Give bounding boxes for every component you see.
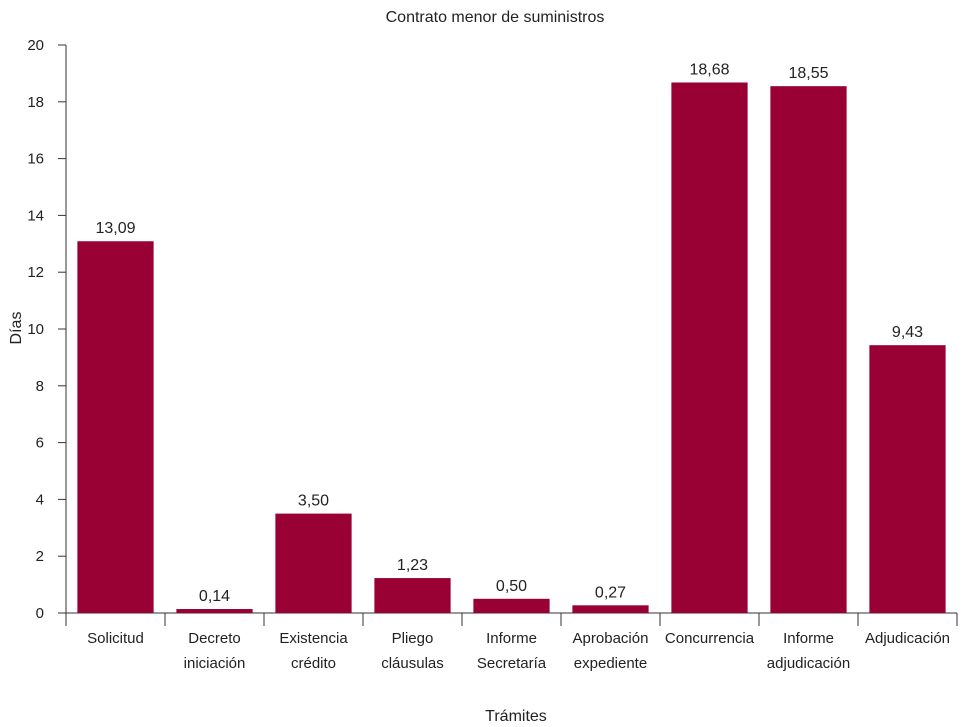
y-tick-label: 2 bbox=[36, 548, 44, 565]
bars bbox=[77, 82, 946, 614]
data-label: 18,68 bbox=[689, 61, 729, 78]
y-tick-label: 6 bbox=[36, 435, 44, 452]
x-tick-label-line: Existencia bbox=[279, 630, 348, 647]
y-tick-label: 16 bbox=[27, 151, 44, 168]
x-axis-title: Trámites bbox=[485, 708, 547, 725]
x-tick-label: Existencia crédito bbox=[279, 630, 348, 672]
x-tick-label-line: Informe bbox=[486, 630, 537, 647]
data-label: 18,55 bbox=[788, 65, 828, 82]
y-tick-label: 20 bbox=[27, 37, 44, 54]
y-tick-label: 12 bbox=[27, 264, 44, 281]
x-tick-label-line: iniciación bbox=[184, 655, 246, 672]
y-tick-label: 14 bbox=[27, 207, 44, 224]
y-axis: 0 2 4 6 8 10 12 14 16 18 20 bbox=[27, 37, 67, 622]
x-tick-label-line: crédito bbox=[291, 655, 336, 672]
y-tick-label: 0 bbox=[36, 605, 44, 622]
x-tick-label-line: Adjudicación bbox=[865, 630, 950, 647]
data-label: 0,27 bbox=[595, 584, 626, 601]
data-label: 0,14 bbox=[199, 588, 230, 605]
bar bbox=[176, 609, 253, 613]
x-tick-label-line: Solicitud bbox=[87, 630, 144, 647]
x-tick-label-line: Secretaría bbox=[477, 655, 547, 672]
x-tick-label-line: Decreto bbox=[188, 630, 241, 647]
data-labels: 13,09 0,14 3,50 1,23 0,50 0,27 18,68 18,55 9,43 bbox=[95, 61, 923, 605]
x-tick-label-line: Pliego bbox=[392, 630, 434, 647]
bar bbox=[77, 241, 154, 613]
x-tick-label-line: cláusulas bbox=[381, 655, 444, 672]
x-tick-label-line: Concurrencia bbox=[665, 630, 755, 647]
bar bbox=[770, 86, 847, 614]
x-tick-label: Decreto iniciación bbox=[184, 630, 246, 672]
x-tick-label: Adjudicación bbox=[865, 630, 950, 647]
x-tick-label: Pliego cláusulas bbox=[381, 630, 444, 672]
y-axis-title: Días bbox=[8, 312, 25, 345]
x-tick-label-line: Informe bbox=[783, 630, 834, 647]
y-tick-label: 4 bbox=[36, 491, 44, 508]
data-label: 13,09 bbox=[95, 220, 135, 237]
x-tick-label: Aprobación expediente bbox=[573, 630, 649, 672]
x-tick-label: Concurrencia bbox=[665, 630, 755, 647]
data-label: 3,50 bbox=[298, 493, 329, 510]
data-label: 9,43 bbox=[892, 324, 923, 341]
x-tick-label: Informe adjudicación bbox=[767, 630, 850, 672]
bar bbox=[869, 345, 946, 613]
x-tick-label-line: expediente bbox=[574, 655, 647, 672]
x-tick-label-line: Aprobación bbox=[573, 630, 649, 647]
y-tick-label: 18 bbox=[27, 94, 44, 111]
y-tick-label: 8 bbox=[36, 378, 44, 395]
bar bbox=[275, 513, 352, 613]
y-tick-label: 10 bbox=[27, 321, 44, 338]
bar bbox=[473, 598, 550, 613]
x-tick-label-line: adjudicación bbox=[767, 655, 850, 672]
bar bbox=[572, 605, 649, 613]
bar bbox=[671, 82, 748, 614]
data-label: 1,23 bbox=[397, 557, 428, 574]
x-tick-label: Informe Secretaría bbox=[477, 630, 547, 672]
chart-title: Contrato menor de suministros bbox=[386, 9, 605, 26]
bar bbox=[374, 578, 451, 613]
x-axis: Solicitud Decreto iniciación Existencia créd… bbox=[65, 612, 958, 672]
x-tick-label: Solicitud bbox=[87, 630, 144, 647]
data-label: 0,50 bbox=[496, 578, 527, 595]
